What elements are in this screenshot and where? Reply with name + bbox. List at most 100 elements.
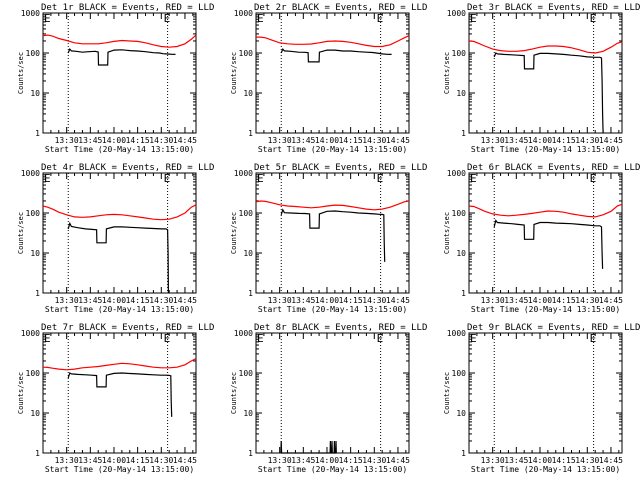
x-tick-label: 14:45 xyxy=(173,136,197,145)
x-tick-label: 14:45 xyxy=(599,136,623,145)
x-tick-label: 14:30 xyxy=(575,136,599,145)
x-tick-label: 13:45 xyxy=(504,456,528,465)
x-tick-label: 14:30 xyxy=(362,136,386,145)
marker-label-e: E xyxy=(377,172,384,185)
x-axis-label: Start Time (20-May-14 13:15:00) xyxy=(45,465,194,474)
x-tick-label: 13:30 xyxy=(481,456,505,465)
y-tick-label: 1 xyxy=(461,449,466,458)
y-tick-label: 10 xyxy=(456,89,466,98)
x-tick-label: 13:30 xyxy=(55,296,79,305)
x-tick-label: 14:45 xyxy=(173,296,197,305)
y-axis-label: Counts/sec xyxy=(230,212,238,254)
lld-series-line xyxy=(255,200,410,211)
y-axis-label: Counts/sec xyxy=(230,52,238,94)
marker-label-e: E xyxy=(44,172,51,185)
y-tick-label: 1 xyxy=(248,449,253,458)
marker-label-e: E xyxy=(44,332,51,345)
y-tick-label: 1 xyxy=(461,129,466,138)
y-tick-label: 100 xyxy=(452,49,467,58)
y-tick-label: 1000 xyxy=(21,169,40,178)
events-series-line xyxy=(493,219,604,269)
panel-title: Det 9r BLACK = Events, RED = LLD xyxy=(467,323,640,333)
y-tick-label: 100 xyxy=(452,209,467,218)
x-axis-label: Start Time (20-May-14 13:15:00) xyxy=(45,145,194,154)
events-series-line xyxy=(67,221,169,294)
plot-frame xyxy=(42,172,197,294)
plot-frame xyxy=(468,332,623,454)
y-tick-label: 10 xyxy=(243,409,253,418)
y-tick-label: 10 xyxy=(456,249,466,258)
x-tick-label: 14:15 xyxy=(339,296,363,305)
panel-5: Det 5r BLACK = Events, RED = LLD 1 10 100 10… xyxy=(230,163,427,314)
x-tick-label: 14:15 xyxy=(552,456,576,465)
x-tick-label: 13:45 xyxy=(291,136,315,145)
x-tick-label: 14:00 xyxy=(102,136,126,145)
x-tick-label: 14:45 xyxy=(599,296,623,305)
plot-frame xyxy=(255,172,410,294)
y-tick-label: 100 xyxy=(239,369,254,378)
x-tick-label: 14:45 xyxy=(173,456,197,465)
marker-label-e: E xyxy=(257,332,264,345)
x-tick-label: 13:45 xyxy=(78,296,102,305)
x-axis-label: Start Time (20-May-14 13:15:00) xyxy=(45,305,194,314)
marker-label-e: E xyxy=(164,332,171,345)
x-axis-label: Start Time (20-May-14 13:15:00) xyxy=(471,145,620,154)
events-series-line xyxy=(67,372,173,417)
marker-label-e: E xyxy=(377,332,384,345)
lld-series-line xyxy=(42,204,197,221)
panel-title: Det 1r BLACK = Events, RED = LLD xyxy=(41,3,214,13)
y-tick-label: 1000 xyxy=(234,329,253,338)
marker-label-e: E xyxy=(590,332,597,345)
x-tick-label: 13:45 xyxy=(504,296,528,305)
x-tick-label: 13:30 xyxy=(268,296,292,305)
lld-series-line xyxy=(42,34,197,48)
marker-label-e: E xyxy=(590,172,597,185)
panel-7: Det 7r BLACK = Events, RED = LLD 1 10 100 10… xyxy=(17,323,214,474)
y-axis-label: Counts/sec xyxy=(17,372,25,414)
lld-series-line xyxy=(42,357,197,371)
y-tick-label: 10 xyxy=(30,89,40,98)
x-tick-label: 14:15 xyxy=(552,136,576,145)
lld-series-line xyxy=(256,35,410,48)
y-tick-label: 1000 xyxy=(21,9,40,18)
plot-frame xyxy=(255,332,410,454)
y-axis-label: Counts/sec xyxy=(17,212,25,254)
x-tick-label: 13:45 xyxy=(291,296,315,305)
x-tick-label: 13:30 xyxy=(481,296,505,305)
y-tick-label: 1000 xyxy=(234,169,253,178)
x-tick-label: 14:30 xyxy=(362,296,386,305)
y-tick-label: 100 xyxy=(452,369,467,378)
x-axis-label: Start Time (20-May-14 13:15:00) xyxy=(258,465,407,474)
x-tick-label: 14:45 xyxy=(386,136,410,145)
y-tick-label: 10 xyxy=(456,409,466,418)
y-tick-label: 1000 xyxy=(21,329,40,338)
x-tick-label: 14:00 xyxy=(102,296,126,305)
x-tick-label: 13:45 xyxy=(78,456,102,465)
panel-title: Det 8r BLACK = Events, RED = LLD xyxy=(254,323,427,333)
panel-4: Det 4r BLACK = Events, RED = LLD 1 10 100 10… xyxy=(17,163,214,314)
y-tick-label: 1 xyxy=(35,129,40,138)
y-tick-label: 10 xyxy=(30,409,40,418)
panel-title: Det 6r BLACK = Events, RED = LLD xyxy=(467,163,640,173)
marker-label-e: E xyxy=(377,12,384,25)
marker-label-e: E xyxy=(470,332,477,345)
panel-9: Det 9r BLACK = Events, RED = LLD 1 10 100 10… xyxy=(443,323,640,474)
x-tick-label: 13:30 xyxy=(55,456,79,465)
x-tick-label: 14:30 xyxy=(362,456,386,465)
x-tick-label: 14:00 xyxy=(528,456,552,465)
y-tick-label: 10 xyxy=(243,249,253,258)
x-tick-label: 14:30 xyxy=(575,456,599,465)
marker-label-e: E xyxy=(470,12,477,25)
x-tick-label: 14:30 xyxy=(575,296,599,305)
panel-3: Det 3r BLACK = Events, RED = LLD 1 10 100 10… xyxy=(443,3,640,154)
events-series-line xyxy=(280,440,337,454)
y-axis-label: Counts/sec xyxy=(443,212,451,254)
x-tick-label: 14:45 xyxy=(599,456,623,465)
y-axis-label: Counts/sec xyxy=(443,52,451,94)
x-tick-label: 14:30 xyxy=(149,296,173,305)
marker-label-e: E xyxy=(164,172,171,185)
plot-frame xyxy=(468,172,623,294)
lld-series-line xyxy=(468,203,623,218)
x-tick-label: 13:45 xyxy=(78,136,102,145)
panel-6: Det 6r BLACK = Events, RED = LLD 1 10 100 10… xyxy=(443,163,640,314)
